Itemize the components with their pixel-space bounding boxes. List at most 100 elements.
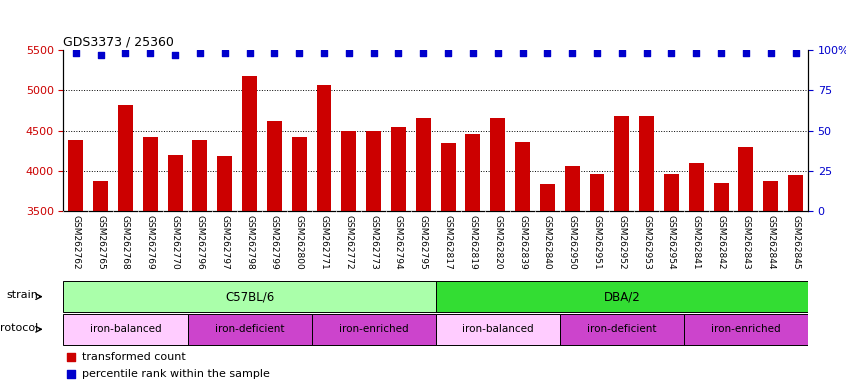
Point xyxy=(367,50,381,56)
Text: GSM262845: GSM262845 xyxy=(791,215,800,269)
Text: GSM262951: GSM262951 xyxy=(592,215,602,270)
Bar xyxy=(441,143,455,211)
Bar xyxy=(292,137,306,211)
Point xyxy=(665,50,678,56)
Text: GSM262840: GSM262840 xyxy=(543,215,552,269)
Point xyxy=(168,52,182,58)
Bar xyxy=(118,105,133,211)
Bar xyxy=(515,142,530,211)
Bar xyxy=(143,137,157,211)
Point xyxy=(193,50,206,56)
Text: GSM262770: GSM262770 xyxy=(171,215,179,270)
Text: transformed count: transformed count xyxy=(82,352,186,362)
Bar xyxy=(689,163,704,211)
Point xyxy=(317,50,331,56)
Text: iron-balanced: iron-balanced xyxy=(90,324,162,334)
Point xyxy=(466,50,480,56)
Text: iron-deficient: iron-deficient xyxy=(587,324,656,334)
Text: GSM262771: GSM262771 xyxy=(320,215,328,270)
Bar xyxy=(763,181,778,211)
Text: iron-balanced: iron-balanced xyxy=(462,324,534,334)
Text: GSM262762: GSM262762 xyxy=(71,215,80,269)
Point xyxy=(591,50,604,56)
Bar xyxy=(739,147,753,211)
Text: GSM262797: GSM262797 xyxy=(220,215,229,270)
Point xyxy=(714,50,728,56)
Point xyxy=(243,50,256,56)
Bar xyxy=(242,76,257,211)
Bar xyxy=(188,314,311,345)
Bar xyxy=(93,180,108,211)
Text: GSM262799: GSM262799 xyxy=(270,215,279,270)
Point xyxy=(764,50,777,56)
Text: GSM262796: GSM262796 xyxy=(195,215,205,270)
Text: iron-enriched: iron-enriched xyxy=(711,324,781,334)
Text: GSM262844: GSM262844 xyxy=(766,215,775,269)
Bar xyxy=(391,127,406,211)
Text: iron-enriched: iron-enriched xyxy=(339,324,409,334)
Bar xyxy=(342,131,356,211)
Bar xyxy=(63,314,188,345)
Bar xyxy=(491,119,505,211)
Point xyxy=(615,50,629,56)
Point xyxy=(218,50,232,56)
Bar xyxy=(664,174,678,211)
Text: GSM262798: GSM262798 xyxy=(245,215,254,270)
Point xyxy=(541,50,554,56)
Point xyxy=(640,50,653,56)
Point xyxy=(442,50,455,56)
Bar xyxy=(590,174,604,211)
Text: GSM262800: GSM262800 xyxy=(294,215,304,270)
Text: percentile rank within the sample: percentile rank within the sample xyxy=(82,369,270,379)
Bar xyxy=(560,314,684,345)
Text: GSM262769: GSM262769 xyxy=(146,215,155,270)
Bar xyxy=(436,314,560,345)
Bar xyxy=(436,281,808,312)
Text: GDS3373 / 25360: GDS3373 / 25360 xyxy=(63,36,174,49)
Text: DBA/2: DBA/2 xyxy=(603,290,640,303)
Bar xyxy=(63,281,436,312)
Bar xyxy=(640,116,654,211)
Bar xyxy=(366,131,381,211)
Text: GSM262772: GSM262772 xyxy=(344,215,354,269)
Point xyxy=(64,354,78,360)
Text: GSM262950: GSM262950 xyxy=(568,215,577,270)
Text: GSM262954: GSM262954 xyxy=(667,215,676,269)
Point xyxy=(788,50,802,56)
Text: GSM262841: GSM262841 xyxy=(692,215,700,269)
Text: GSM262819: GSM262819 xyxy=(469,215,477,270)
Text: GSM262839: GSM262839 xyxy=(518,215,527,270)
Text: iron-deficient: iron-deficient xyxy=(215,324,284,334)
Bar xyxy=(788,175,803,211)
Text: GSM262765: GSM262765 xyxy=(96,215,105,270)
Bar xyxy=(267,121,282,211)
Text: strain: strain xyxy=(6,290,38,300)
Bar xyxy=(69,140,83,211)
Bar xyxy=(714,183,728,211)
Text: C57BL/6: C57BL/6 xyxy=(225,290,274,303)
Point xyxy=(69,50,83,56)
Bar xyxy=(217,156,232,211)
Point xyxy=(491,50,504,56)
Text: GSM262768: GSM262768 xyxy=(121,215,130,270)
Point xyxy=(565,50,579,56)
Point xyxy=(144,50,157,56)
Bar xyxy=(565,166,580,211)
Point xyxy=(416,50,430,56)
Point xyxy=(739,50,753,56)
Text: GSM262817: GSM262817 xyxy=(443,215,453,270)
Text: GSM262952: GSM262952 xyxy=(618,215,626,269)
Point xyxy=(516,50,530,56)
Text: protocol: protocol xyxy=(0,323,38,333)
Text: GSM262843: GSM262843 xyxy=(741,215,750,269)
Text: GSM262794: GSM262794 xyxy=(394,215,403,269)
Bar xyxy=(416,118,431,211)
Bar xyxy=(540,184,555,211)
Point xyxy=(64,371,78,377)
Point xyxy=(293,50,306,56)
Text: GSM262795: GSM262795 xyxy=(419,215,428,270)
Text: GSM262842: GSM262842 xyxy=(717,215,726,269)
Point xyxy=(118,50,132,56)
Point xyxy=(267,50,281,56)
Text: GSM262820: GSM262820 xyxy=(493,215,503,269)
